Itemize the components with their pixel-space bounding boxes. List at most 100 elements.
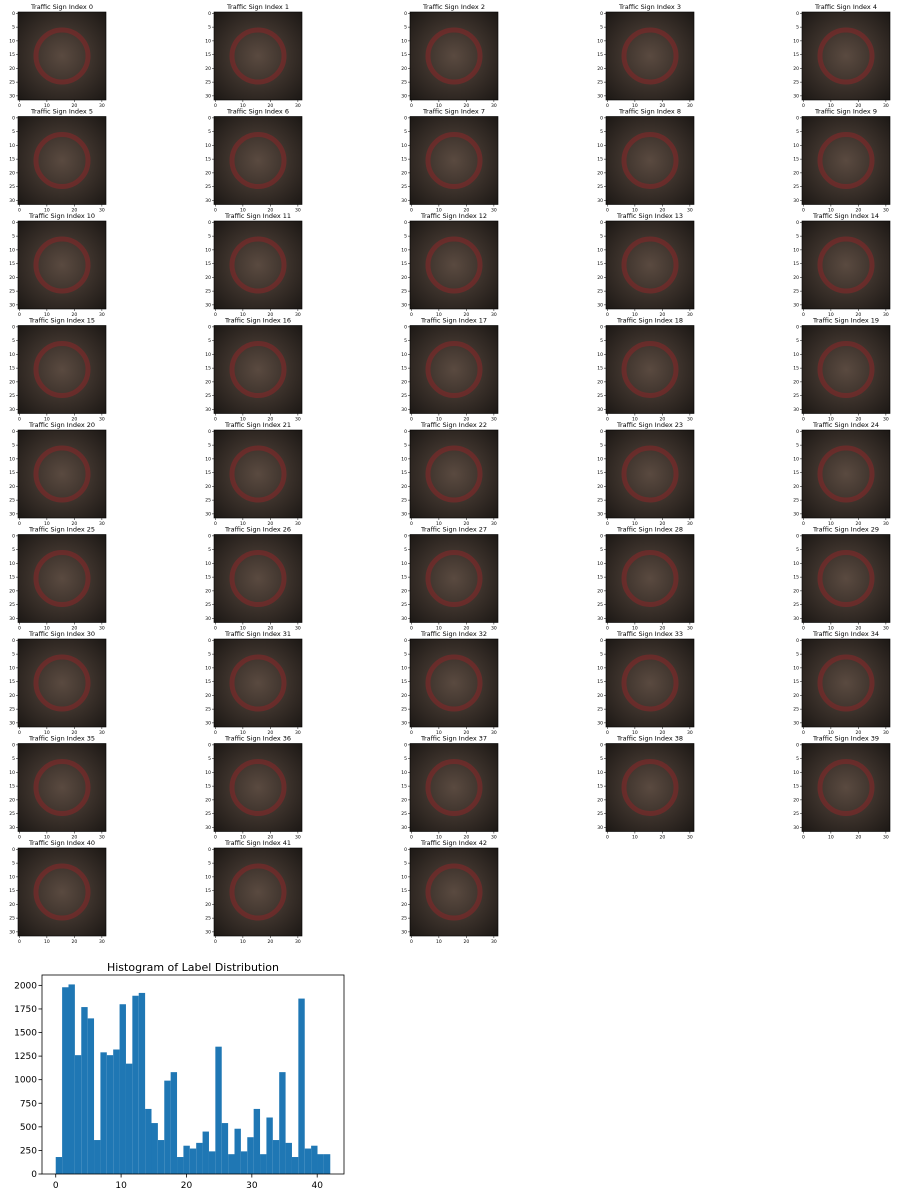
y-tick-label: 25 bbox=[205, 80, 211, 86]
axes-frame bbox=[605, 429, 695, 519]
x-tick-label: 20 bbox=[856, 835, 862, 841]
sign-image bbox=[410, 848, 498, 936]
x-tick-label: 0 bbox=[214, 312, 217, 318]
y-tick-label: 0 bbox=[208, 324, 211, 330]
y-tick-label: 0 bbox=[600, 324, 603, 330]
x-tick-label: 30 bbox=[491, 730, 497, 736]
bar bbox=[208, 1151, 216, 1174]
x-tick-label: 20 bbox=[268, 312, 274, 318]
y-tick-label: 20 bbox=[401, 484, 407, 490]
y-tick-label: 20 bbox=[9, 693, 15, 699]
axes-frame bbox=[17, 847, 107, 937]
y-tick-label: 30 bbox=[793, 616, 799, 622]
y-tick-label: 10 bbox=[793, 770, 799, 776]
x-tick-label: 0 bbox=[606, 208, 609, 214]
x-tick-label: 20 bbox=[660, 626, 666, 632]
y-tick-label: 0 bbox=[404, 11, 407, 17]
sign-shape bbox=[817, 132, 875, 189]
y-tick-label: 10 bbox=[793, 665, 799, 671]
y-tick-label: 25 bbox=[793, 811, 799, 817]
y-tick-label: 10 bbox=[597, 143, 603, 149]
axes-frame bbox=[213, 220, 303, 310]
y-tick-label: 15 bbox=[793, 261, 799, 267]
x-tick-label: 30 bbox=[687, 521, 693, 527]
x-tick-label: 20 bbox=[268, 730, 274, 736]
sign-shape bbox=[425, 445, 483, 503]
y-tick-label: 15 bbox=[9, 157, 15, 163]
y-tick-label: 0 bbox=[208, 429, 211, 435]
y-tick-label: 20 bbox=[205, 379, 211, 385]
bar bbox=[317, 1154, 324, 1174]
y-tick-label: 10 bbox=[597, 352, 603, 358]
sign-image bbox=[18, 534, 106, 623]
axes-frame bbox=[605, 743, 695, 832]
x-tick-label: 30 bbox=[883, 626, 889, 632]
sign-image bbox=[410, 221, 498, 309]
y-tick-label: 15 bbox=[401, 679, 407, 685]
bar bbox=[323, 1154, 331, 1174]
y-tick-label: 25 bbox=[9, 80, 15, 86]
bar bbox=[253, 1108, 261, 1174]
x-tick-label: 30 bbox=[295, 626, 301, 632]
y-tick-label: 0 bbox=[12, 324, 15, 330]
x-tick-label: 10 bbox=[632, 208, 638, 214]
y-tick-label: 25 bbox=[793, 498, 799, 504]
bar bbox=[157, 1140, 165, 1174]
bar bbox=[202, 1131, 209, 1174]
subplot-title: Traffic Sign Index 20 bbox=[28, 421, 95, 429]
axes-frame bbox=[213, 847, 303, 937]
y-tick-label: 30 bbox=[793, 720, 799, 726]
x-tick-label: 30 bbox=[99, 730, 105, 736]
bar bbox=[125, 1063, 133, 1174]
sign-shape bbox=[817, 550, 875, 607]
axes-frame bbox=[605, 638, 695, 728]
y-tick-label: 0 bbox=[796, 11, 799, 17]
y-tick-label: 20 bbox=[793, 170, 799, 176]
x-tick-label: 30 bbox=[491, 939, 497, 945]
x-tick-label: 30 bbox=[295, 521, 301, 527]
x-tick-label: 10 bbox=[828, 835, 834, 841]
y-tick-label: 30 bbox=[597, 720, 603, 726]
y-tick-label: 25 bbox=[9, 498, 15, 504]
axes-frame bbox=[17, 220, 107, 310]
y-tick-label: 25 bbox=[401, 707, 407, 713]
axes-frame bbox=[409, 638, 499, 728]
subplot-title: Traffic Sign Index 19 bbox=[812, 317, 879, 325]
x-tick-label: 20 bbox=[268, 521, 274, 527]
axes-frame bbox=[605, 325, 695, 414]
y-tick-label: 0 bbox=[600, 429, 603, 435]
sign-image bbox=[410, 534, 498, 623]
y-tick-label: 20 bbox=[9, 170, 15, 176]
x-tick-label: 0 bbox=[214, 835, 217, 841]
x-tick-label: 30 bbox=[295, 417, 301, 423]
subplot-title: Traffic Sign Index 1 bbox=[226, 3, 289, 11]
axes-frame bbox=[801, 325, 891, 414]
x-tick-label: 0 bbox=[802, 730, 805, 736]
y-tick-label: 25 bbox=[205, 811, 211, 817]
subplot-title: Traffic Sign Index 26 bbox=[224, 526, 291, 534]
axes-frame bbox=[409, 743, 499, 832]
y-tick-label: 15 bbox=[597, 575, 603, 581]
x-tick-label: 30 bbox=[687, 103, 693, 109]
y-tick-label: 30 bbox=[597, 93, 603, 99]
x-tick-label: 30 bbox=[295, 730, 301, 736]
x-tick-label: 40 bbox=[311, 1181, 323, 1191]
x-tick-label: 20 bbox=[660, 835, 666, 841]
x-tick-label: 10 bbox=[828, 208, 834, 214]
x-tick-label: 10 bbox=[828, 626, 834, 632]
y-tick-label: 25 bbox=[205, 602, 211, 608]
sign-shape bbox=[229, 654, 287, 712]
y-tick-label: 15 bbox=[9, 261, 15, 267]
y-tick-label: 0 bbox=[12, 11, 15, 17]
sign-shape bbox=[621, 759, 679, 816]
y-tick-label: 30 bbox=[9, 302, 15, 308]
subplot-title: Traffic Sign Index 30 bbox=[28, 630, 95, 638]
y-tick-label: 15 bbox=[205, 470, 211, 476]
y-tick-label: 5 bbox=[600, 756, 603, 762]
y-tick-label: 15 bbox=[205, 52, 211, 58]
sign-image bbox=[214, 430, 302, 518]
x-tick-label: 20 bbox=[72, 208, 78, 214]
x-tick-label: 0 bbox=[18, 208, 21, 214]
y-tick-label: 20 bbox=[597, 170, 603, 176]
x-tick-label: 0 bbox=[18, 312, 21, 318]
